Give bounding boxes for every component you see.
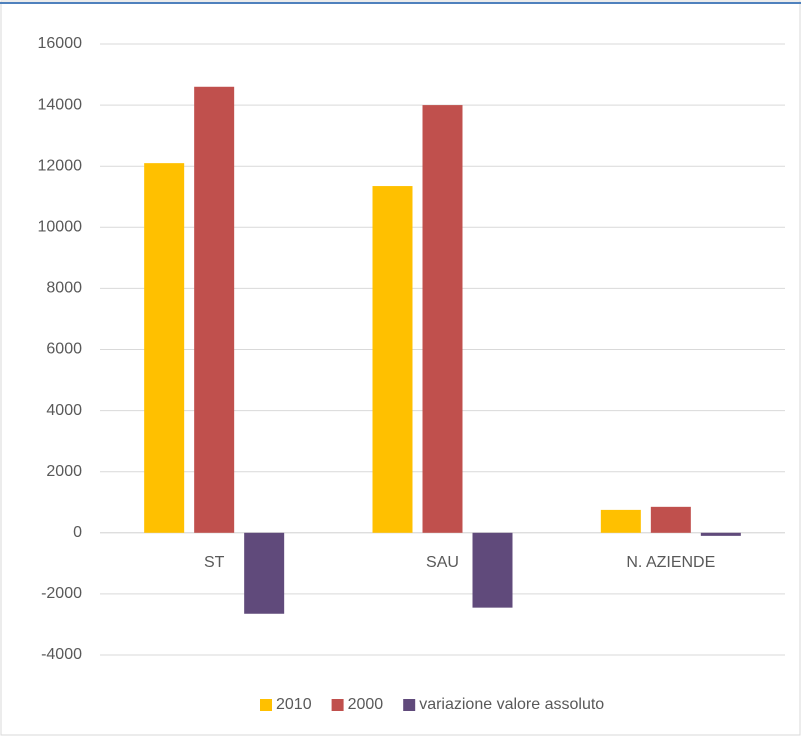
bar: [600, 509, 641, 533]
y-tick-label: 14000: [38, 96, 83, 113]
y-tick-label: 4000: [46, 402, 82, 419]
y-tick-label: 2000: [46, 463, 82, 480]
bar: [144, 163, 185, 533]
bar: [472, 532, 513, 608]
x-tick-label: ST: [204, 554, 225, 571]
y-tick-label: 12000: [38, 157, 83, 174]
y-tick-label: -2000: [41, 585, 82, 602]
y-tick-label: 6000: [46, 341, 82, 358]
x-tick-label: SAU: [426, 554, 459, 571]
legend-label: 2010: [276, 696, 312, 713]
y-tick-label: 10000: [38, 219, 83, 236]
bar: [372, 186, 413, 533]
legend-label: variazione valore assoluto: [419, 696, 604, 713]
bar: [244, 532, 285, 614]
y-tick-label: 8000: [46, 280, 82, 297]
legend-swatch: [260, 699, 272, 711]
y-tick-label: 0: [73, 524, 82, 541]
bar: [194, 86, 235, 533]
bar: [700, 532, 741, 536]
bar: [650, 506, 691, 533]
legend-swatch: [331, 699, 344, 711]
x-tick-label: N. AZIENDE: [626, 554, 715, 571]
legend-swatch: [403, 699, 416, 711]
y-tick-label: 16000: [38, 35, 83, 52]
y-tick-label: -4000: [41, 646, 82, 663]
legend-label: 2000: [348, 696, 384, 713]
bar: [422, 105, 463, 533]
